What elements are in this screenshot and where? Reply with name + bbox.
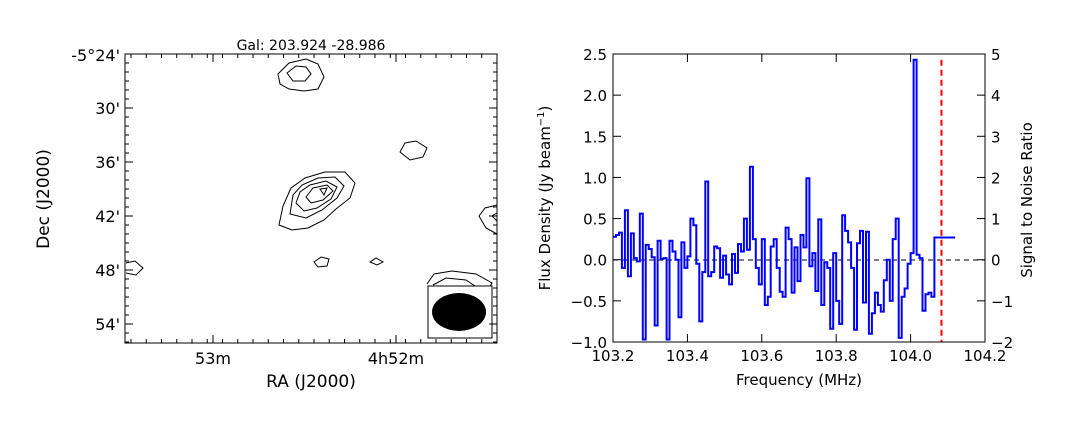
spectrum-series <box>613 58 956 341</box>
spectrum-ytick-right-label: 0 <box>991 252 1001 270</box>
contour-right-edge-inner <box>491 212 498 222</box>
contour-source-2 <box>289 176 345 219</box>
contour-bottom-right-inner <box>432 277 479 289</box>
contour-right-blob <box>399 140 428 161</box>
contour-small-2 <box>368 257 385 266</box>
spectrum-ytick-label: 0.0 <box>583 252 607 270</box>
contour-panel: Gal: 203.924 -28.986 -5°24' <box>34 38 498 392</box>
spectrum-xtick-label: 103.6 <box>740 347 783 365</box>
map-ytick-label: 36' <box>95 153 120 172</box>
spectrum-tick-labels: −1.0 −0.5 0.0 0.5 1.0 1.5 2.0 2.5 −2 −1 0 1 2 3 4 5 103.… <box>571 46 1014 365</box>
spectrum-xtick-label: 104.2 <box>964 347 1007 365</box>
spectrum-ytick-label: 1.0 <box>583 169 607 187</box>
spectrum-xtick-label: 103.4 <box>666 347 709 365</box>
contour-right-edge <box>478 204 498 235</box>
map-ytick-label: 42' <box>95 207 120 226</box>
spectrum-ytick-right-label: 2 <box>991 169 1001 187</box>
spectrum-ytick-label: 2.5 <box>583 46 607 64</box>
spectrum-ytick-right-label: 1 <box>991 211 1001 229</box>
contour-source-4 <box>305 184 334 204</box>
map-ytick-label: 30' <box>95 99 120 118</box>
contour-source-1 <box>278 171 356 231</box>
map-title: Gal: 203.924 -28.986 <box>237 38 386 54</box>
map-xtick-label: 53m <box>195 349 231 368</box>
spectrum-frame <box>612 53 986 343</box>
spectrum-ylabel-sup: −1 <box>536 111 547 126</box>
map-ylabel: Dec (J2000) <box>34 149 54 249</box>
spectrum-ytick-right-label: −2 <box>991 334 1013 352</box>
contour-left-edge <box>125 260 144 276</box>
map-ytick-label: 54' <box>95 315 120 334</box>
spectrum-panel: −1.0 −0.5 0.0 0.5 1.0 1.5 2.0 2.5 −2 −1 0 1 2 3 4 5 103.… <box>536 46 1036 389</box>
map-ytick-label: -5°24' <box>71 46 120 65</box>
map-xlabel: RA (J2000) <box>266 372 356 392</box>
beam-ellipse <box>432 293 486 331</box>
spectrum-ticks <box>612 53 986 343</box>
map-ticks <box>125 53 497 343</box>
contour-source-core <box>319 187 328 197</box>
spectrum-ylabel-main: Flux Density (Jy beam <box>536 126 554 290</box>
spectrum-xlabel: Frequency (MHz) <box>736 371 862 389</box>
spectrum-ytick-right-label: 5 <box>991 46 1001 64</box>
spectrum-ytick-label: 0.5 <box>583 211 607 229</box>
spectrum-xtick-label: 104.0 <box>889 347 932 365</box>
contour-top-inner <box>286 65 312 82</box>
contour-small-1 <box>313 256 330 268</box>
map-xtick-label: 4h52m <box>368 349 424 368</box>
spectrum-ytick-label: −0.5 <box>571 293 607 311</box>
spectrum-xtick-label: 103.8 <box>815 347 858 365</box>
spectrum-ytick-right-label: 3 <box>991 128 1001 146</box>
map-ytick-label: 48' <box>95 261 120 280</box>
contour-top-outer <box>277 58 325 92</box>
contour-source-3 <box>295 180 338 212</box>
spectrum-ylabel-suffix: ) <box>536 106 554 112</box>
spectrum-ylabel-right: Signal to Noise Ratio <box>1018 122 1036 278</box>
spectrum-ylabel: Flux Density (Jy beam−1) <box>536 106 554 291</box>
spectrum-ytick-right-label: −1 <box>991 293 1013 311</box>
spectrum-ytick-label: 1.5 <box>583 128 607 146</box>
spectrum-ytick-label: 2.0 <box>583 87 607 105</box>
spectrum-ytick-right-label: 4 <box>991 87 1001 105</box>
spectrum-xtick-label: 103.2 <box>592 347 635 365</box>
spectrum-ytick-label: −1.0 <box>571 334 607 352</box>
